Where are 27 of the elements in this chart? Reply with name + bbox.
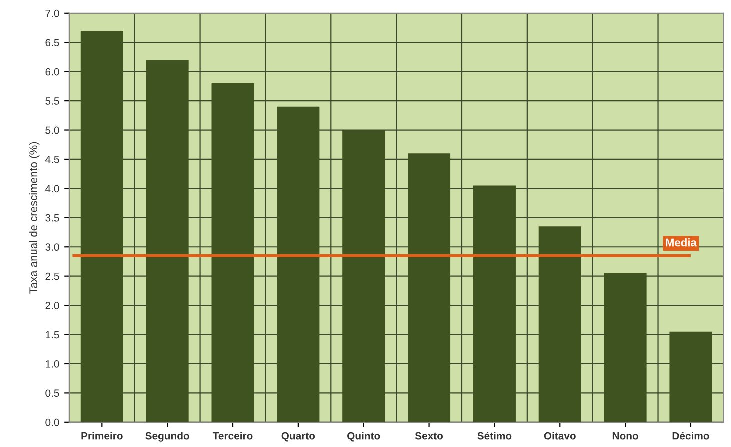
x-tick-label: Terceiro (212, 432, 253, 440)
x-tick-label: Décimo (672, 432, 710, 440)
y-tick-label: 5.0 (46, 126, 60, 134)
y-tick-label: 1.5 (46, 331, 60, 339)
y-tick-label: 2.0 (46, 302, 60, 310)
x-tick-label: Primeiro (82, 432, 123, 440)
x-tick-label: Quarto (282, 432, 316, 442)
y-tick-label: 6.0 (46, 68, 60, 76)
ref-line-label: Media (666, 238, 697, 247)
y-tick-label: 1.0 (46, 360, 60, 368)
y-tick-label: 4.5 (45, 156, 60, 164)
x-tick-label: Oitavo (544, 432, 576, 440)
y-tick-label: 3.0 (46, 244, 60, 252)
y-tick-label: 5.5 (46, 98, 60, 105)
x-tick-label: Quinto (348, 432, 380, 442)
y-tick-label: 0.0 (46, 418, 60, 426)
y-tick-label: 3.5 (46, 214, 60, 222)
y-axis-title: Taxa anual de crescimento (%) (29, 142, 40, 294)
x-tick-label: Sexto (415, 432, 444, 440)
y-tick-label: 4.0 (45, 185, 60, 193)
y-tick-label: 2.5 (46, 272, 60, 280)
x-tick-label: Sétimo (478, 432, 512, 440)
y-tick-label: 7.0 (46, 10, 60, 18)
y-tick-label: 6.5 (46, 39, 60, 46)
x-tick-label: Segundo (146, 432, 190, 442)
x-tick-label: Nono (612, 432, 638, 440)
y-tick-label: 0.5 (46, 390, 60, 398)
